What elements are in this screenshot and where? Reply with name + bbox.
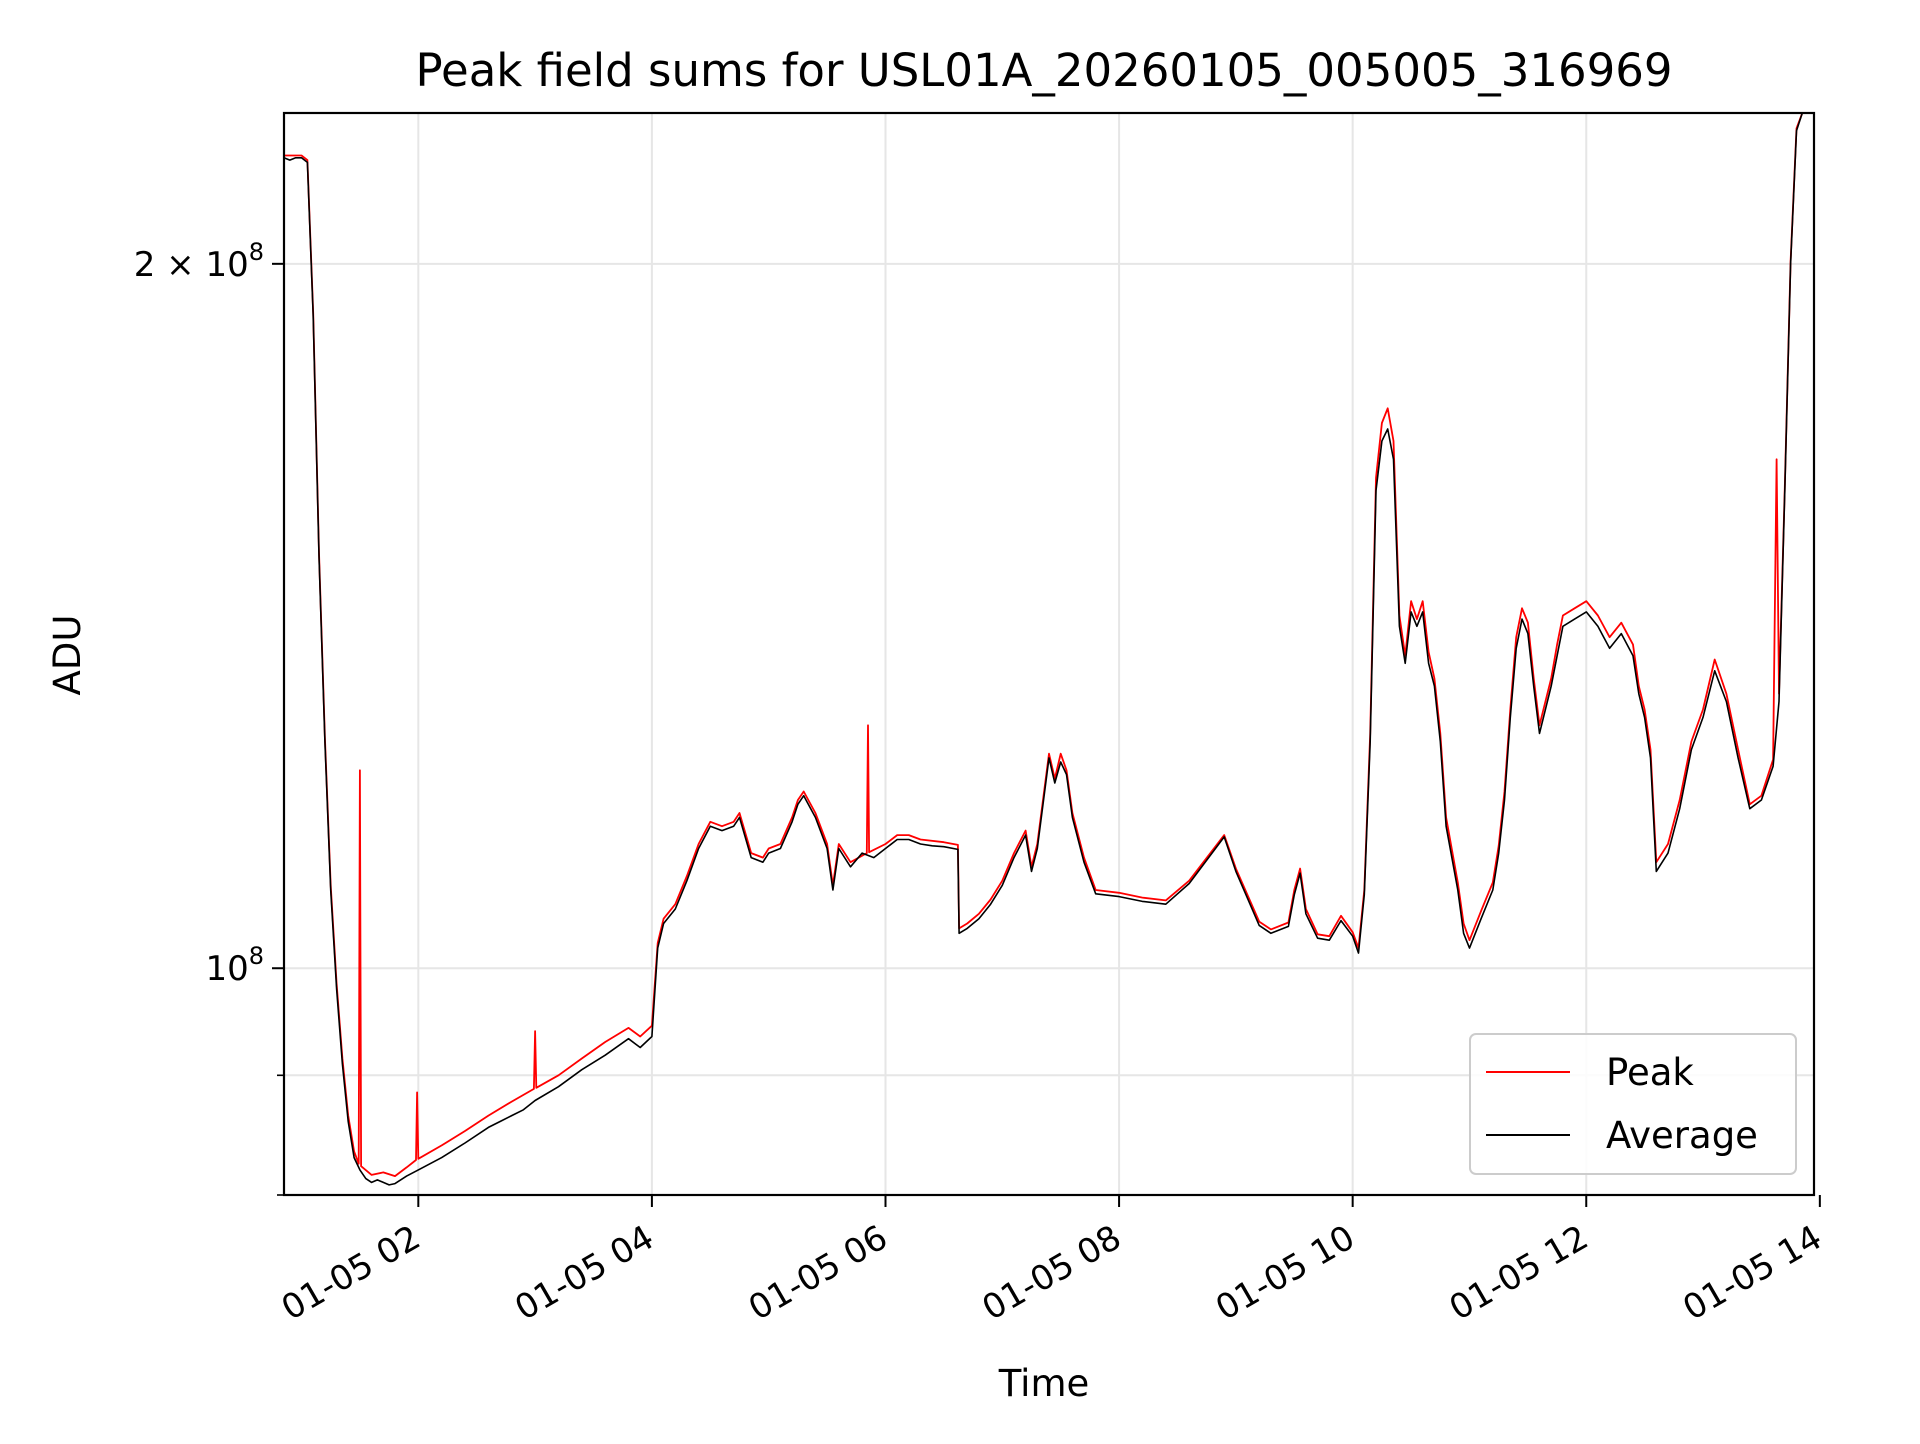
chart-title: Peak field sums for USL01A_20260105_0050… [415, 44, 1672, 97]
legend-box [1469, 1033, 1797, 1175]
x-tick-label: 01-05 08 [976, 1218, 1128, 1329]
y-tick-label: 108 [205, 942, 264, 989]
x-tick-label: 01-05 02 [275, 1218, 427, 1329]
legend: Peak Average [1469, 1033, 1797, 1175]
x-axis-label: Time [998, 1362, 1090, 1405]
series-layer [284, 113, 1814, 1186]
plot-frame [282, 111, 1816, 1197]
grid-layer [284, 113, 1814, 1196]
series-line-peak [284, 113, 1814, 1177]
x-tick-label: 01-05 10 [1209, 1218, 1361, 1329]
legend-label-peak: Peak [1606, 1051, 1694, 1094]
x-tick-label: 01-05 14 [1676, 1218, 1828, 1329]
x-tick-label: 01-05 04 [508, 1218, 660, 1329]
x-tick-label: 01-05 06 [742, 1218, 894, 1329]
x-tick-label: 01-05 12 [1443, 1218, 1595, 1329]
y-axis-label: ADU [46, 615, 89, 696]
axes-layer [282, 111, 1816, 1197]
y-tick-label: 2 × 108 [134, 238, 264, 285]
legend-label-average: Average [1606, 1114, 1758, 1157]
series-line-average [284, 113, 1814, 1186]
